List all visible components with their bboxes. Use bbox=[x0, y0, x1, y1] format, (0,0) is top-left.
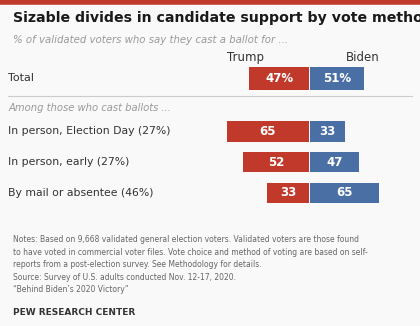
Text: Total: Total bbox=[8, 73, 34, 83]
FancyBboxPatch shape bbox=[310, 67, 364, 90]
Text: 51%: 51% bbox=[323, 72, 351, 85]
Text: Sizable divides in candidate support by vote method: Sizable divides in candidate support by … bbox=[13, 11, 420, 25]
Text: In person, Election Day (27%): In person, Election Day (27%) bbox=[8, 126, 171, 136]
Text: In person, early (27%): In person, early (27%) bbox=[8, 157, 130, 167]
Text: Trump: Trump bbox=[227, 51, 264, 64]
FancyBboxPatch shape bbox=[267, 183, 309, 203]
FancyBboxPatch shape bbox=[243, 152, 309, 172]
Text: Biden: Biden bbox=[346, 51, 380, 64]
Text: to have voted in commercial voter files. Vote choice and method of voting are ba: to have voted in commercial voter files.… bbox=[13, 248, 368, 257]
Text: 47%: 47% bbox=[265, 72, 293, 85]
Text: 47: 47 bbox=[326, 156, 343, 169]
Text: 33: 33 bbox=[319, 125, 335, 138]
Text: By mail or absentee (46%): By mail or absentee (46%) bbox=[8, 188, 154, 198]
Text: % of validated voters who say they cast a ballot for ...: % of validated voters who say they cast … bbox=[13, 35, 288, 45]
Text: Among those who cast ballots ...: Among those who cast ballots ... bbox=[8, 103, 171, 113]
Text: Source: Survey of U.S. adults conducted Nov. 12-17, 2020.: Source: Survey of U.S. adults conducted … bbox=[13, 273, 236, 282]
Text: “Behind Biden’s 2020 Victory”: “Behind Biden’s 2020 Victory” bbox=[13, 285, 128, 294]
Text: Notes: Based on 9,668 validated general election voters. Validated voters are th: Notes: Based on 9,668 validated general … bbox=[13, 235, 359, 244]
FancyBboxPatch shape bbox=[310, 121, 344, 141]
Text: PEW RESEARCH CENTER: PEW RESEARCH CENTER bbox=[13, 308, 135, 317]
Text: 65: 65 bbox=[336, 186, 352, 200]
Text: 33: 33 bbox=[280, 186, 296, 200]
FancyBboxPatch shape bbox=[310, 183, 378, 203]
Text: 52: 52 bbox=[268, 156, 284, 169]
FancyBboxPatch shape bbox=[249, 67, 309, 90]
Text: 65: 65 bbox=[260, 125, 276, 138]
FancyBboxPatch shape bbox=[227, 121, 309, 141]
Text: reports from a post-election survey. See Methodology for details.: reports from a post-election survey. See… bbox=[13, 260, 261, 269]
FancyBboxPatch shape bbox=[310, 152, 360, 172]
